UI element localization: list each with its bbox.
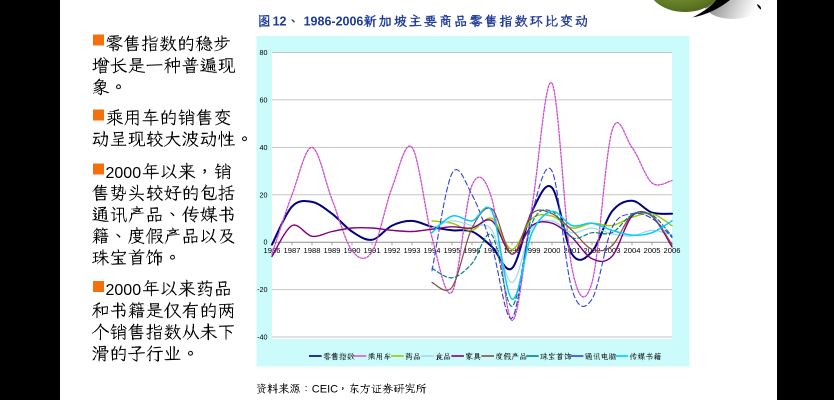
svg-text:1986-2006: 1986-2006 [304,15,364,29]
svg-text:0: 0 [264,238,268,247]
svg-text:2000: 2000 [106,282,142,299]
svg-text:60: 60 [260,95,268,104]
svg-text:1992: 1992 [384,246,401,255]
svg-text:2001: 2001 [564,246,581,255]
svg-text:1998: 1998 [504,246,521,255]
svg-text:1987: 1987 [284,246,301,255]
svg-text:80: 80 [260,48,268,57]
svg-text:1988: 1988 [304,246,321,255]
svg-text:2003: 2003 [604,246,621,255]
svg-text:12: 12 [273,15,287,29]
svg-text:2005: 2005 [644,246,661,255]
svg-text:2004: 2004 [624,246,641,255]
svg-text:1989: 1989 [324,246,341,255]
svg-text:-20: -20 [257,285,267,294]
svg-text:2006: 2006 [664,246,681,255]
svg-text:2000: 2000 [544,246,561,255]
svg-text:1991: 1991 [364,246,381,255]
svg-text:1986: 1986 [264,246,281,255]
svg-text:1995: 1995 [444,246,461,255]
svg-text:CEIC: CEIC [312,384,338,396]
svg-text:1993: 1993 [404,246,421,255]
svg-text:1994: 1994 [424,246,441,255]
svg-text:2000: 2000 [106,165,142,182]
svg-text:1997: 1997 [484,246,501,255]
svg-text:20: 20 [260,190,268,199]
svg-text:1996: 1996 [464,246,481,255]
svg-text:1999: 1999 [524,246,541,255]
svg-text:40: 40 [260,143,268,152]
svg-text:-40: -40 [257,333,267,342]
